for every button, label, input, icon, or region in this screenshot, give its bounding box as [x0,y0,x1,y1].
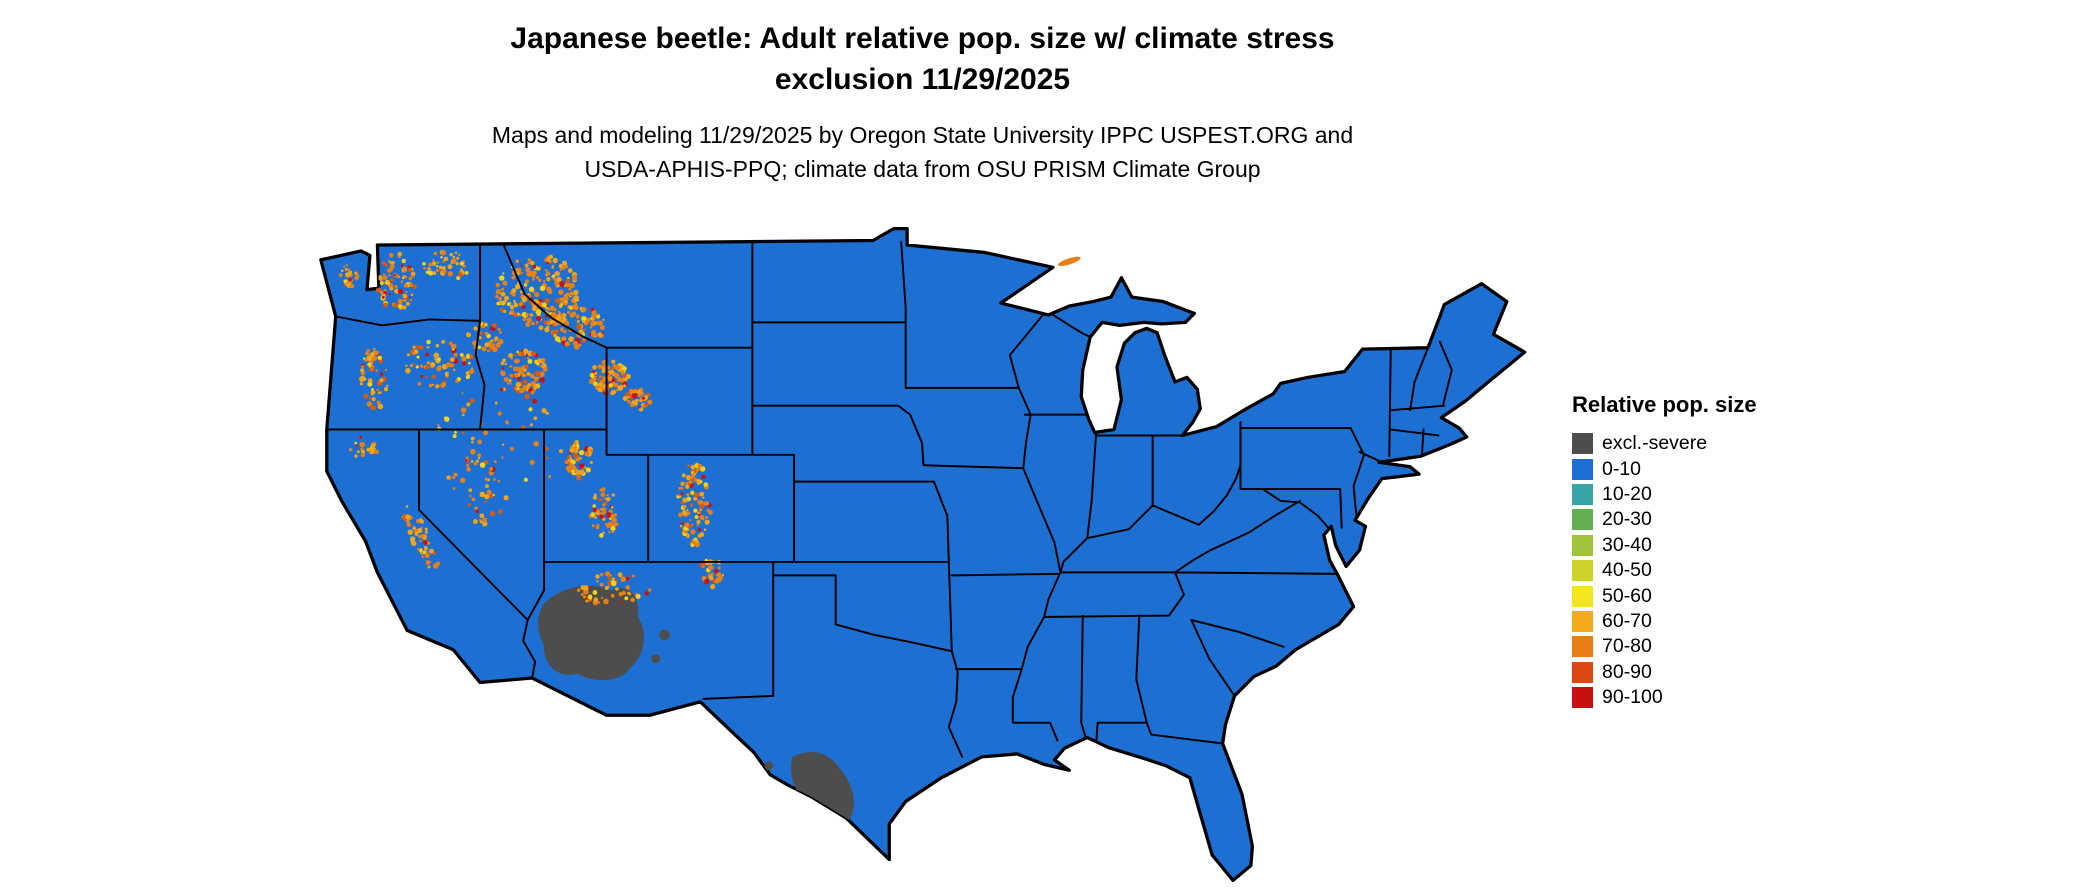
us-map [300,215,1550,892]
severe-exclusion-layer [538,585,854,825]
legend-label: 90-100 [1602,686,1663,709]
map-title-line2: exclusion 11/29/2025 [774,63,1071,96]
legend-row: 10-20 [1572,482,1832,507]
legend-label: 60-70 [1602,609,1652,632]
legend-label: 50-60 [1602,584,1652,607]
legend-row: 50-60 [1572,583,1832,608]
us-map-svg [319,226,1527,883]
legend-label: 40-50 [1602,559,1652,582]
legend-color-swatch [1572,687,1593,709]
legend-color-swatch [1572,636,1593,658]
legend-label: 80-90 [1602,660,1652,683]
legend-color-swatch [1572,458,1593,480]
isle-royale-marker [1057,256,1081,267]
legend-row: 90-100 [1572,685,1832,710]
legend-color-swatch [1572,483,1593,505]
map-subtitle-line1: Maps and modeling 11/29/2025 by Oregon S… [491,122,1354,148]
legend-label: 10-20 [1602,482,1652,505]
severe-region-big-bend [764,761,774,771]
severe-region-new-mexico-1 [659,629,670,641]
legend-row: 80-90 [1572,660,1832,685]
legend-label: 20-30 [1602,508,1652,531]
legend-label: 30-40 [1602,533,1652,556]
legend-title: Relative pop. size [1572,392,1757,417]
map-title-line1: Japanese beetle: Adult relative pop. siz… [510,22,1335,55]
legend-color-swatch [1572,560,1593,582]
legend-label: 0-10 [1602,457,1642,480]
legend-entries: excl.-severe 0-10 10-20 20-30 30-40 40-50 50-6… [1572,431,1832,710]
legend-label: 70-80 [1602,635,1652,658]
map-subtitle-line2: USDA-APHIS-PPQ; climate data from OSU PR… [584,156,1261,182]
legend-color-swatch [1572,661,1593,683]
map-subtitle: Maps and modeling 11/29/2025 by Oregon S… [0,118,1845,186]
speckle-layer [338,249,725,606]
legend-row: 20-30 [1572,507,1832,532]
legend-color-swatch [1572,610,1593,632]
legend-color-swatch [1572,433,1593,455]
severe-region-southwest-texas [790,752,854,825]
map-title: Japanese beetle: Adult relative pop. siz… [0,18,1845,100]
legend: Relative pop. size excl.-severe 0-10 10-20… [1572,392,1832,710]
legend-row: 70-80 [1572,634,1832,659]
legend-label: excl.-severe [1602,432,1708,455]
severe-region-arizona [538,585,644,681]
legend-color-swatch [1572,585,1593,607]
legend-row: 60-70 [1572,609,1832,634]
severe-region-new-mexico-2 [651,654,661,664]
land-area [319,226,1527,883]
legend-row: 30-40 [1572,533,1832,558]
legend-color-swatch [1572,509,1593,531]
legend-color-swatch [1572,534,1593,556]
state-borders [325,241,1453,758]
legend-row: 0-10 [1572,456,1832,481]
legend-row: 40-50 [1572,558,1832,583]
legend-row: excl.-severe [1572,431,1832,456]
